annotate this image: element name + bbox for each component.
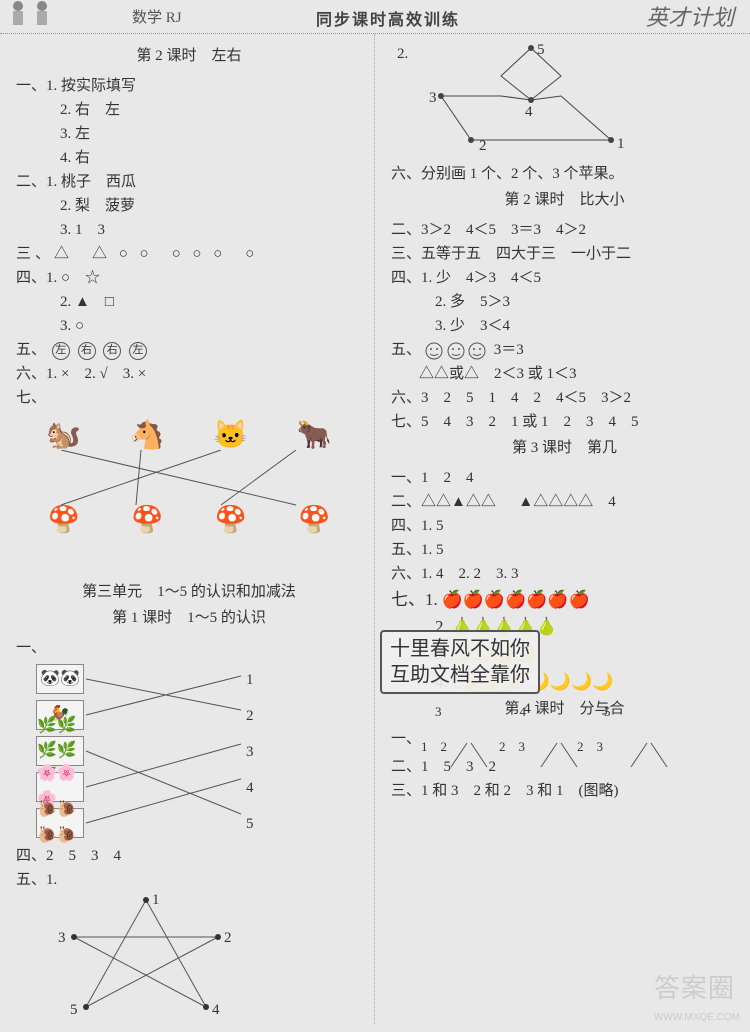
watermark-text: 答案圈 bbox=[654, 973, 735, 1003]
stamp-line: 十里春风不如你 bbox=[390, 636, 530, 662]
subject-label: 数学 RJ bbox=[132, 6, 182, 30]
unit-title: 第三单元 1～5 的认识和加减法 bbox=[16, 580, 362, 604]
answer-line: 四、1. 少 4＞3 4＜5 bbox=[391, 266, 738, 290]
label: 七、1. bbox=[391, 590, 438, 609]
smiley-icon bbox=[425, 342, 443, 360]
answer-line: 三、△ △ ○ ○ ○ ○ ○ ○ bbox=[16, 242, 362, 266]
answer-line: 3. 1 3 bbox=[60, 218, 362, 242]
answer-line: 3. 少 3＜4 bbox=[435, 314, 738, 338]
text: 3＝3 bbox=[494, 342, 524, 358]
smiley-icon bbox=[468, 342, 486, 360]
answer-line: 七、 bbox=[16, 386, 362, 410]
answer-line: △△或△ 2＜3 或 1＜3 bbox=[419, 362, 738, 386]
node-label: 5 bbox=[537, 38, 545, 62]
circled-char: 左 bbox=[129, 342, 147, 360]
answer-line: 二、3＞2 4＜5 3＝3 4＞2 bbox=[391, 218, 738, 242]
site-watermark: 答案圈 WWW.MXQE.COM bbox=[654, 968, 740, 1026]
answer-line: 一、1. 按实际填写 bbox=[16, 74, 362, 98]
d: 2 bbox=[441, 739, 448, 754]
star-label: 5 bbox=[70, 998, 78, 1022]
answer-line: 七、1. 🍎🍎🍎🍎🍎🍎🍎 bbox=[391, 586, 738, 613]
match-lines bbox=[16, 664, 276, 844]
label: 一、 bbox=[391, 731, 421, 747]
answer-line: 五、1. bbox=[16, 868, 362, 892]
matching-diagram: 🐿️ 🐴 🐱 🐂 🍄 🍄 🍄 🍄 bbox=[16, 414, 362, 574]
answer-line: 2. 多 5＞3 bbox=[435, 290, 738, 314]
node-label: 2 bbox=[479, 134, 487, 158]
answer-line: 七、5 4 3 2 1 或 1 2 3 4 5 bbox=[391, 410, 738, 434]
lesson-title: 第 3 课时 第几 bbox=[391, 436, 738, 460]
answer-line: 2. 梨 菠萝 bbox=[60, 194, 362, 218]
answer-line: 二、1. 桃子 西瓜 bbox=[16, 170, 362, 194]
node-label: 1 bbox=[617, 132, 625, 156]
moon-icon: 🌙🌙🌙🌙 bbox=[529, 672, 614, 691]
answer-line: 六、分别画 1 个、2 个、3 个苹果。 bbox=[391, 162, 738, 186]
d: 1 bbox=[421, 739, 428, 754]
d: 2 bbox=[499, 739, 506, 754]
stamp-line: 互助文档全靠你 bbox=[390, 662, 530, 688]
apple-icon: 🍎🍎🍎🍎🍎🍎🍎 bbox=[442, 590, 590, 609]
answer-line: 五、 左 右 右 左 bbox=[16, 338, 362, 362]
pentagon-diagram: 2. 3 4 5 2 1 bbox=[391, 42, 738, 162]
lesson-title: 第 2 课时 左右 bbox=[16, 44, 362, 68]
answer-line: 六、3 2 5 1 4 2 4＜5 3＞2 bbox=[391, 386, 738, 410]
star-label: 1 bbox=[152, 888, 160, 912]
page-header: 数学 RJ 同步课时高效训练 英才计划 bbox=[0, 0, 750, 34]
text: ▲△△△△ 4 bbox=[518, 494, 615, 510]
series-label: 同步课时高效训练 bbox=[316, 8, 460, 34]
answer-line: 一、1 2 4 bbox=[391, 466, 738, 490]
star-label: 4 bbox=[212, 998, 220, 1022]
circled-char: 右 bbox=[103, 342, 121, 360]
smiley-icon bbox=[447, 342, 465, 360]
star-diagram: 1 2 3 4 5 bbox=[56, 892, 236, 1022]
star-label: 2 bbox=[224, 926, 232, 950]
answer-line: 四、1. ○ ☆ bbox=[16, 266, 362, 290]
answer-line: 3. 左 bbox=[60, 122, 362, 146]
answer-line: 四、1. 5 bbox=[391, 514, 738, 538]
answer-line: 三、1 和 3 2 和 2 3 和 1 (图略) bbox=[391, 779, 738, 803]
lesson-title: 第 1 课时 1～5 的认识 bbox=[16, 606, 362, 630]
text: 二、△△▲△△ bbox=[391, 494, 496, 510]
circled-char: 右 bbox=[78, 342, 96, 360]
number-match-diagram: 🐼🐼 🐓 🌿🌿🌿🌿🌿 🌸🌸🌸 🐌🐌🐌🐌 1 2 3 4 5 bbox=[16, 664, 362, 844]
label: 2. bbox=[397, 42, 408, 66]
answer-line: 二、△△▲△△ ▲△△△△ 4 bbox=[391, 490, 738, 514]
match-lines bbox=[16, 450, 346, 510]
d: 3 bbox=[435, 702, 442, 723]
answer-line: 4. 右 bbox=[60, 146, 362, 170]
circled-char: 左 bbox=[52, 342, 70, 360]
watermark-stamp: 十里春风不如你 互助文档全靠你 bbox=[380, 630, 540, 694]
answer-line: 六、1. 4 2. 2 3. 3 bbox=[391, 562, 738, 586]
plan-tag: 英才计划 bbox=[638, 0, 742, 35]
answer-line: 3. ○ bbox=[60, 314, 362, 338]
star-label: 3 bbox=[58, 926, 66, 950]
right-column: 2. 3 4 5 2 1 六、分别画 1 个、2 个、3 个苹果。 第 2 课时… bbox=[375, 34, 750, 1024]
left-column: 第 2 课时 左右 一、1. 按实际填写 2. 右 左 3. 左 4. 右 二、… bbox=[0, 34, 375, 1024]
answer-line: 2. 右 左 bbox=[60, 98, 362, 122]
label: 一、 bbox=[16, 636, 362, 660]
answer-line: 六、1. × 2. √ 3. × bbox=[16, 362, 362, 386]
d: 5 bbox=[604, 702, 611, 723]
label: 五、 bbox=[16, 342, 46, 358]
watermark-url: WWW.MXQE.COM bbox=[654, 1010, 740, 1026]
kids-icon bbox=[4, 0, 60, 38]
d: 4 bbox=[520, 702, 527, 723]
d: 3 bbox=[519, 739, 526, 754]
lesson-title: 第 2 课时 比大小 bbox=[391, 188, 738, 212]
d: 3 bbox=[597, 739, 604, 754]
d: 2 bbox=[577, 739, 584, 754]
node-label: 4 bbox=[525, 100, 533, 124]
answer-line: 2. ▲ □ bbox=[60, 290, 362, 314]
answer-line: 五、 3＝3 bbox=[391, 338, 738, 362]
answer-line: 三、五等于五 四大于三 一小于二 bbox=[391, 242, 738, 266]
label: 五、 bbox=[391, 342, 421, 358]
answer-line: 五、1. 5 bbox=[391, 538, 738, 562]
node-label: 3 bbox=[429, 86, 437, 110]
